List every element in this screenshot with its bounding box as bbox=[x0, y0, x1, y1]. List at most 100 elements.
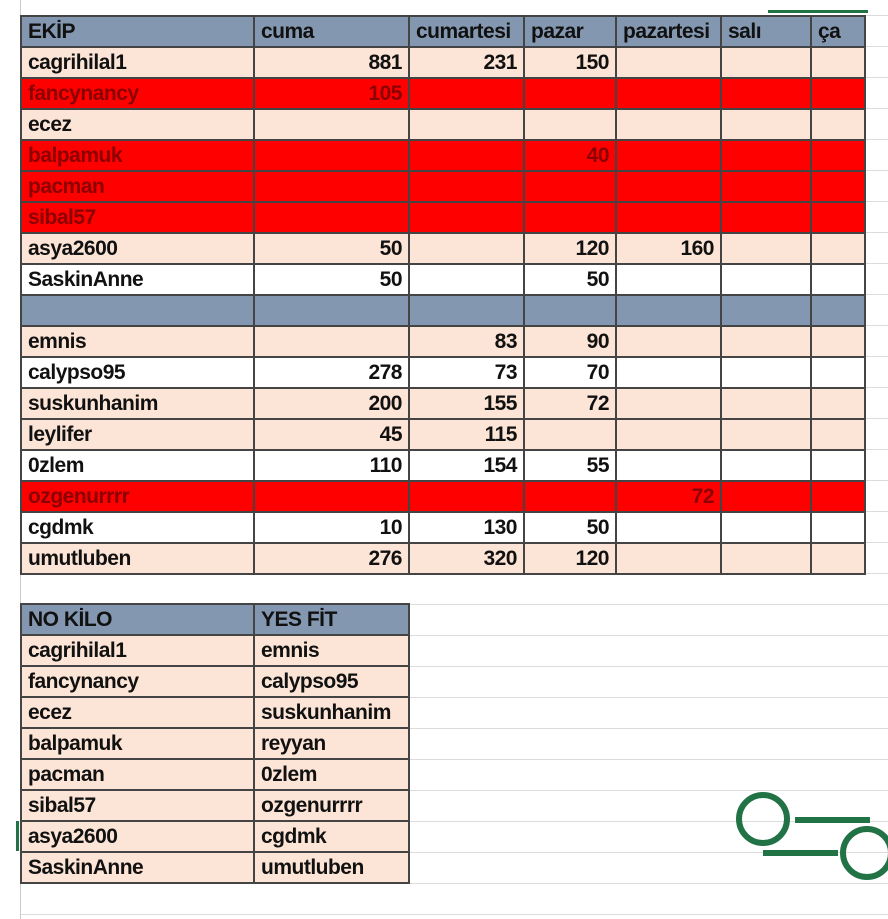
cell[interactable] bbox=[810, 263, 866, 296]
cell[interactable] bbox=[253, 170, 410, 203]
cell[interactable]: calypso95 bbox=[20, 356, 255, 389]
cell[interactable] bbox=[253, 108, 410, 141]
cell[interactable] bbox=[523, 108, 617, 141]
cell[interactable]: 150 bbox=[523, 46, 617, 79]
cell[interactable] bbox=[810, 511, 866, 544]
cell[interactable] bbox=[20, 294, 255, 327]
cell[interactable] bbox=[615, 418, 722, 451]
cell[interactable]: 278 bbox=[253, 356, 410, 389]
cell[interactable] bbox=[253, 201, 410, 234]
cell[interactable] bbox=[720, 325, 812, 358]
cell[interactable] bbox=[720, 201, 812, 234]
cell[interactable] bbox=[408, 108, 525, 141]
cell[interactable] bbox=[253, 325, 410, 358]
cell[interactable]: ça bbox=[810, 15, 866, 48]
cell[interactable]: ozgenurrrr bbox=[253, 789, 410, 822]
cell[interactable] bbox=[523, 77, 617, 110]
cell[interactable]: suskunhanim bbox=[253, 696, 410, 729]
cell[interactable] bbox=[810, 325, 866, 358]
cell[interactable] bbox=[615, 139, 722, 172]
cell[interactable]: 160 bbox=[615, 232, 722, 265]
cell[interactable] bbox=[810, 418, 866, 451]
cell[interactable]: 90 bbox=[523, 325, 617, 358]
cell[interactable] bbox=[615, 201, 722, 234]
cell[interactable] bbox=[408, 77, 525, 110]
cell[interactable] bbox=[720, 356, 812, 389]
cell[interactable]: 50 bbox=[523, 263, 617, 296]
cell[interactable]: 50 bbox=[253, 263, 410, 296]
cell[interactable] bbox=[810, 201, 866, 234]
cell[interactable]: 40 bbox=[523, 139, 617, 172]
cell[interactable]: 200 bbox=[253, 387, 410, 420]
cell[interactable]: sibal57 bbox=[20, 789, 255, 822]
cell[interactable] bbox=[720, 170, 812, 203]
cell[interactable] bbox=[615, 108, 722, 141]
cell[interactable] bbox=[720, 232, 812, 265]
cell[interactable] bbox=[408, 232, 525, 265]
cell[interactable]: fancynancy bbox=[20, 665, 255, 698]
cell[interactable]: 120 bbox=[523, 232, 617, 265]
cell[interactable]: ozgenurrrr bbox=[20, 480, 255, 513]
cell[interactable]: SaskinAnne bbox=[20, 263, 255, 296]
cell[interactable] bbox=[720, 449, 812, 482]
cell[interactable]: balpamuk bbox=[20, 727, 255, 760]
cell[interactable] bbox=[720, 480, 812, 513]
cell[interactable]: pazar bbox=[523, 15, 617, 48]
cell[interactable]: umutluben bbox=[20, 542, 255, 575]
cell[interactable] bbox=[615, 511, 722, 544]
cell[interactable] bbox=[408, 170, 525, 203]
cell[interactable] bbox=[810, 294, 866, 327]
cell[interactable]: 45 bbox=[253, 418, 410, 451]
cell[interactable]: 72 bbox=[523, 387, 617, 420]
cell[interactable] bbox=[523, 294, 617, 327]
cell[interactable]: 72 bbox=[615, 480, 722, 513]
cell[interactable] bbox=[253, 294, 410, 327]
cell[interactable] bbox=[810, 170, 866, 203]
cell[interactable]: sibal57 bbox=[20, 201, 255, 234]
cell[interactable]: pacman bbox=[20, 170, 255, 203]
cell[interactable]: ecez bbox=[20, 108, 255, 141]
cell[interactable]: cumartesi bbox=[408, 15, 525, 48]
cell[interactable]: asya2600 bbox=[20, 820, 255, 853]
cell[interactable]: salı bbox=[720, 15, 812, 48]
cell[interactable] bbox=[615, 542, 722, 575]
cell[interactable]: calypso95 bbox=[253, 665, 410, 698]
cell[interactable] bbox=[523, 418, 617, 451]
cell[interactable]: 320 bbox=[408, 542, 525, 575]
cell[interactable] bbox=[810, 77, 866, 110]
cell[interactable] bbox=[810, 139, 866, 172]
cell[interactable]: 55 bbox=[523, 449, 617, 482]
cell[interactable] bbox=[720, 139, 812, 172]
cell[interactable]: asya2600 bbox=[20, 232, 255, 265]
cell[interactable] bbox=[720, 108, 812, 141]
cell[interactable]: cuma bbox=[253, 15, 410, 48]
cell[interactable] bbox=[615, 325, 722, 358]
cell[interactable]: emnis bbox=[20, 325, 255, 358]
cell[interactable]: pacman bbox=[20, 758, 255, 791]
cell[interactable] bbox=[720, 418, 812, 451]
cell[interactable] bbox=[810, 387, 866, 420]
cell[interactable] bbox=[810, 232, 866, 265]
cell[interactable]: 83 bbox=[408, 325, 525, 358]
cell[interactable]: cagrihilal1 bbox=[20, 46, 255, 79]
cell[interactable]: reyyan bbox=[253, 727, 410, 760]
cell[interactable]: 105 bbox=[253, 77, 410, 110]
cell[interactable] bbox=[720, 46, 812, 79]
cell[interactable] bbox=[720, 263, 812, 296]
cell[interactable]: 881 bbox=[253, 46, 410, 79]
cell[interactable] bbox=[615, 170, 722, 203]
cell[interactable] bbox=[615, 449, 722, 482]
cell[interactable] bbox=[408, 480, 525, 513]
cell[interactable] bbox=[810, 480, 866, 513]
cell[interactable]: 231 bbox=[408, 46, 525, 79]
cell[interactable]: 50 bbox=[523, 511, 617, 544]
cell[interactable] bbox=[810, 108, 866, 141]
cell[interactable] bbox=[408, 294, 525, 327]
cell[interactable] bbox=[615, 77, 722, 110]
cell[interactable]: cgdmk bbox=[253, 820, 410, 853]
cell[interactable] bbox=[523, 170, 617, 203]
cell[interactable]: 110 bbox=[253, 449, 410, 482]
cell[interactable] bbox=[615, 46, 722, 79]
cell[interactable]: leylifer bbox=[20, 418, 255, 451]
cell[interactable]: EKİP bbox=[20, 15, 255, 48]
